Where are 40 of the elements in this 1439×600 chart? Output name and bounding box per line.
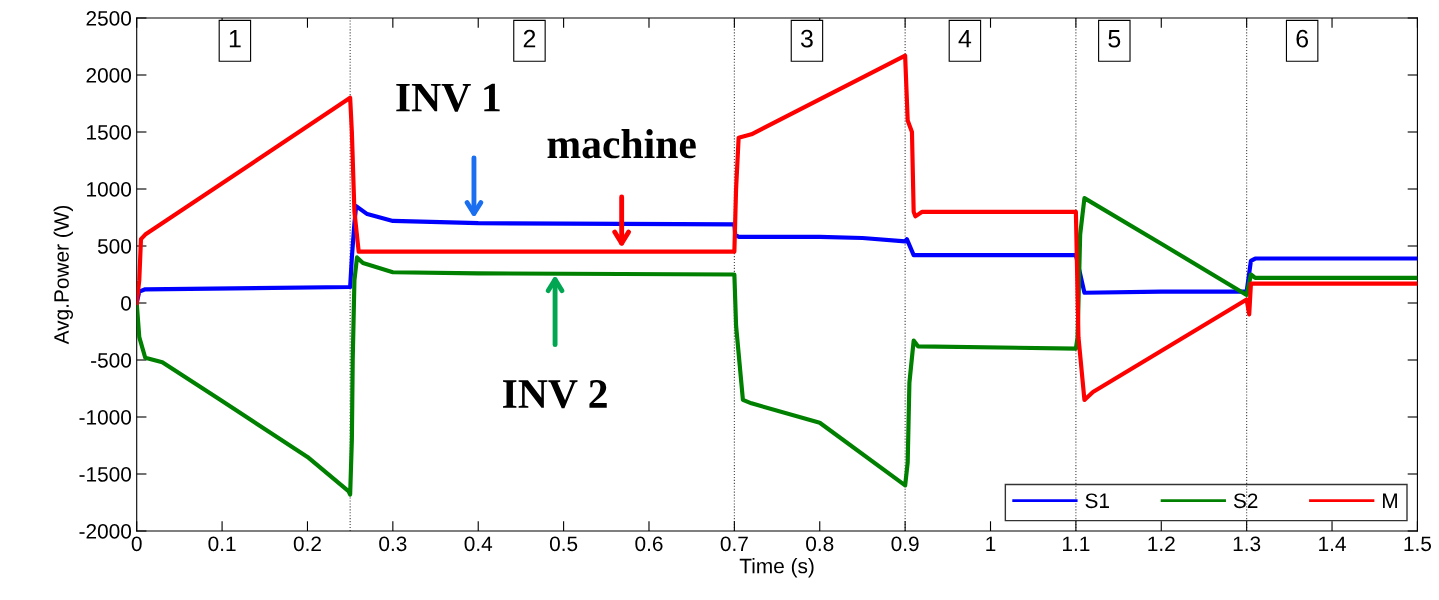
legend-label: S2 [1233, 493, 1258, 509]
x-tick-label: 0.9 [891, 536, 919, 552]
annotation: 3 [800, 29, 813, 48]
x-tick-label: 0.1 [208, 536, 236, 552]
x-axis-title: Time (s) [739, 558, 814, 578]
annotation: 4 [958, 30, 972, 48]
annotation: machine [547, 129, 696, 159]
x-tick-label: 0.6 [635, 536, 663, 552]
x-tick-label: 1.2 [1148, 536, 1175, 551]
x-tick-label: 1 [986, 536, 996, 551]
y-tick-label: -1500 [79, 467, 132, 482]
x-tick-label: 1.3 [1233, 536, 1261, 552]
annotation: 1 [229, 30, 241, 48]
y-tick-label: -2000 [79, 524, 132, 539]
y-tick-label: 500 [97, 239, 132, 254]
y-tick-label: 1500 [87, 125, 132, 140]
y-tick-label: -1000 [79, 410, 132, 425]
x-tick-label: 0.2 [293, 536, 321, 552]
annotation: 6 [1296, 29, 1308, 48]
x-tick-label: 0.4 [464, 536, 493, 552]
x-tick-label: 0.7 [720, 536, 748, 552]
y-tick-label: -500 [91, 353, 132, 368]
x-tick-label: 1.4 [1319, 536, 1346, 551]
annotation: INV 1 [396, 83, 500, 112]
y-axis-title: Avg.Power (W) [53, 205, 74, 345]
legend-label: M [1383, 493, 1397, 508]
x-tick-label: 0.8 [806, 536, 834, 552]
annotation: INV 2 [503, 380, 607, 409]
y-tick-label: 0 [121, 296, 132, 311]
x-tick-label: 0 [131, 536, 142, 552]
x-tick-label: 1.1 [1063, 536, 1090, 551]
x-tick-label: 1.5 [1404, 536, 1432, 552]
x-tick-label: 0.5 [549, 536, 578, 552]
x-tick-label: 0.3 [379, 536, 407, 552]
legend-label: S1 [1085, 493, 1109, 509]
y-tick-label: 2000 [86, 68, 132, 83]
annotation: 2 [523, 29, 536, 48]
y-tick-label: 1000 [87, 182, 132, 197]
y-tick-label: 2500 [86, 11, 132, 26]
annotation: 5 [1108, 30, 1121, 48]
